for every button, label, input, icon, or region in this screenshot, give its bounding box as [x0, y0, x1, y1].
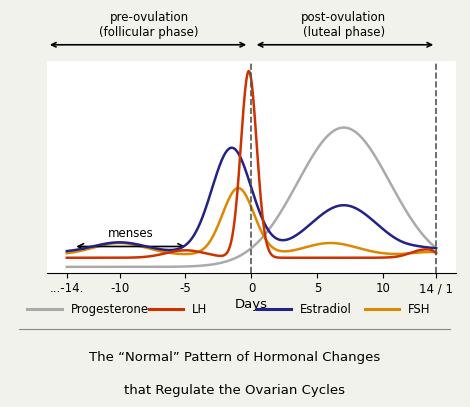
Text: pre-ovulation
(follicular phase): pre-ovulation (follicular phase) [100, 11, 199, 39]
Text: Progesterone: Progesterone [70, 303, 149, 316]
Text: LH: LH [192, 303, 207, 316]
Text: that Regulate the Ovarian Cycles: that Regulate the Ovarian Cycles [125, 384, 345, 397]
Text: The “Normal” Pattern of Hormonal Changes: The “Normal” Pattern of Hormonal Changes [89, 351, 381, 364]
Text: Estradiol: Estradiol [300, 303, 352, 316]
Text: FSH: FSH [408, 303, 431, 316]
Text: post-ovulation
(luteal phase): post-ovulation (luteal phase) [301, 11, 386, 39]
Text: menses: menses [108, 228, 154, 241]
X-axis label: Days: Days [235, 298, 268, 311]
